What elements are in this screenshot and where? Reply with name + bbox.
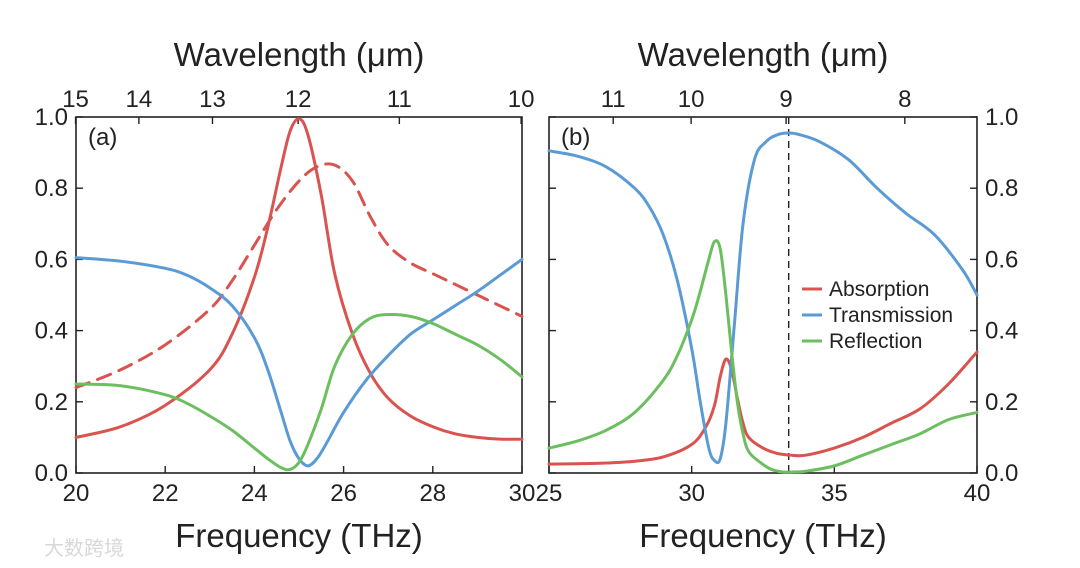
panel-b-series-reflection — [547, 239, 979, 474]
panel-a-xtick-label: 20 — [63, 480, 90, 507]
panel-a-top-tick-label: 14 — [126, 86, 153, 113]
panel-a-x-axis-title: Frequency (THz) — [175, 517, 423, 554]
panel-b-top-tick-label: 10 — [678, 86, 705, 113]
panel-a-top-tick-label: 12 — [285, 86, 312, 113]
panel-b-xtick-label: 35 — [821, 480, 848, 507]
panel-b-top-tick-label: 9 — [779, 86, 792, 113]
panel-b-series-transmission — [547, 131, 979, 465]
panel-a-xtick-label: 24 — [241, 480, 268, 507]
panel-b-top-axis-title: Wavelength (μm) — [638, 36, 889, 73]
panel-b-label: (b) — [561, 124, 590, 151]
panel-a-top-tick-label: 10 — [508, 86, 535, 113]
panel-b-ytick-label: 1.0 — [985, 104, 1018, 131]
panel-b-ytick-label: 0.4 — [985, 318, 1018, 345]
panel-a-top-tick-label: 15 — [62, 86, 89, 113]
panel-a-series-absorption-dashed — [74, 162, 524, 390]
panel-a-ytick-label: 1.0 — [35, 104, 68, 131]
panel-a-top-tick-label: 11 — [387, 86, 412, 113]
panel-a-top-axis-title: Wavelength (μm) — [174, 36, 425, 73]
panel-a-xtick-label: 26 — [330, 480, 357, 507]
panel-b-ytick-label: 0.2 — [985, 389, 1018, 416]
panel-b-ytick-label: 0.8 — [985, 175, 1018, 202]
panel-b-series-absorption — [547, 350, 979, 466]
panel-b-xtick-label: 40 — [964, 480, 991, 507]
panel-a-series-transmission — [74, 256, 524, 468]
panel-a-ytick-label: 0.2 — [35, 389, 68, 416]
panel-b-x-axis-title: Frequency (THz) — [639, 517, 887, 554]
panel-a-top-tick-label: 13 — [199, 86, 226, 113]
panel-a-ytick-label: 0.6 — [35, 246, 68, 273]
panel-b-top-tick-label: 11 — [601, 86, 626, 113]
panel-b-ytick-label: 0.0 — [985, 460, 1018, 487]
panel-a-xtick-label: 28 — [419, 480, 446, 507]
panel-a-ytick-label: 0.0 — [35, 460, 68, 487]
panel-b-legend-label-reflection: Reflection — [829, 330, 922, 353]
panel-a-xtick-label: 30 — [509, 480, 536, 507]
panel-a-series-absorption — [74, 117, 524, 441]
watermark-text: 大数跨境 — [44, 537, 124, 560]
panel-b-legend-label-transmission: Transmission — [829, 304, 953, 327]
panel-a-ytick-label: 0.4 — [35, 318, 68, 345]
panel-a-xtick-label: 22 — [152, 480, 179, 507]
panel-a-label: (a) — [88, 124, 117, 151]
panel-b-xtick-label: 30 — [678, 480, 705, 507]
panel-a-frame — [75, 116, 523, 474]
panel-a-series-reflection — [74, 313, 524, 472]
panel-a-ytick-label: 0.8 — [35, 175, 68, 202]
panel-b-top-tick-label: 8 — [898, 86, 911, 113]
panel-b-ytick-label: 0.6 — [985, 246, 1018, 273]
panel-b-xtick-label: 25 — [536, 480, 563, 507]
panel-b-legend-label-absorption: Absorption — [829, 278, 929, 301]
